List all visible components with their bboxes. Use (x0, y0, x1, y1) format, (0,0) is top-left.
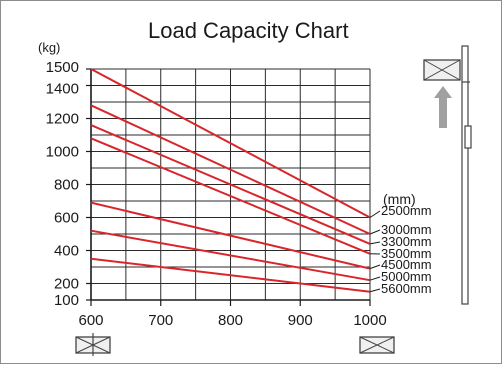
series-label-leader (369, 229, 381, 235)
series-label-leader (369, 276, 381, 281)
chart-title: Load Capacity Chart (148, 18, 349, 43)
y-tick-label: 400 (54, 243, 79, 260)
series-label-4500mm: 4500mm (381, 257, 432, 272)
x-tick-label: 600 (78, 312, 103, 329)
y-axis-unit-label: (kg) (38, 40, 61, 55)
arrow-up-icon (434, 86, 452, 128)
series-label-3500mm: 3500mm (381, 246, 432, 261)
y-tick-label: 200 (54, 276, 79, 293)
series-label-leader (369, 288, 381, 293)
x-tick-label: 800 (218, 312, 243, 329)
y-tick-label: 1200 (46, 111, 79, 128)
series-label-leader (369, 241, 381, 245)
y-tick-label: 800 (54, 177, 79, 194)
series-line-2500mm (90, 68, 371, 219)
series-line-4500mm (90, 201, 371, 270)
series-line-5600mm (90, 257, 371, 293)
series-unit-label: (mm) (383, 191, 416, 207)
x-tick-label: 700 (148, 312, 173, 329)
y-tick-label: 1500 (46, 59, 79, 76)
series-label-2500mm: 2500mm (381, 203, 432, 218)
series-labels: 2500mm 3000mm3300mm3500mm4500mm5000mm5600… (369, 203, 432, 296)
x-tick-label: 1000 (353, 312, 386, 329)
series-label-leader (369, 264, 381, 270)
series-label-3300mm: 3300mm (381, 234, 432, 249)
pallet-icon-left (75, 333, 111, 356)
pallet-icon-right (359, 336, 395, 354)
series-label-5600mm: 5600mm (381, 281, 432, 296)
series-line-3300mm (90, 124, 371, 245)
series-label-5000mm: 5000mm (381, 269, 432, 284)
x-axis-ticks: 600 700 800 900 1000 (78, 300, 387, 329)
y-tick-label: 600 (54, 210, 79, 227)
x-tick-label: 900 (288, 312, 313, 329)
y-tick-label: 1000 (46, 144, 79, 161)
series-line-3500mm (90, 137, 371, 255)
forklift-mast-icon (423, 45, 472, 305)
series-line-3000mm (90, 104, 371, 235)
series-line-5000mm (90, 229, 371, 282)
chart-series-lines (90, 68, 371, 293)
series-label-leader (369, 210, 381, 218)
series-label-3000mm: 3000mm (381, 222, 432, 237)
y-tick-label: 100 (54, 292, 79, 309)
y-tick-label: 1400 (46, 81, 79, 98)
